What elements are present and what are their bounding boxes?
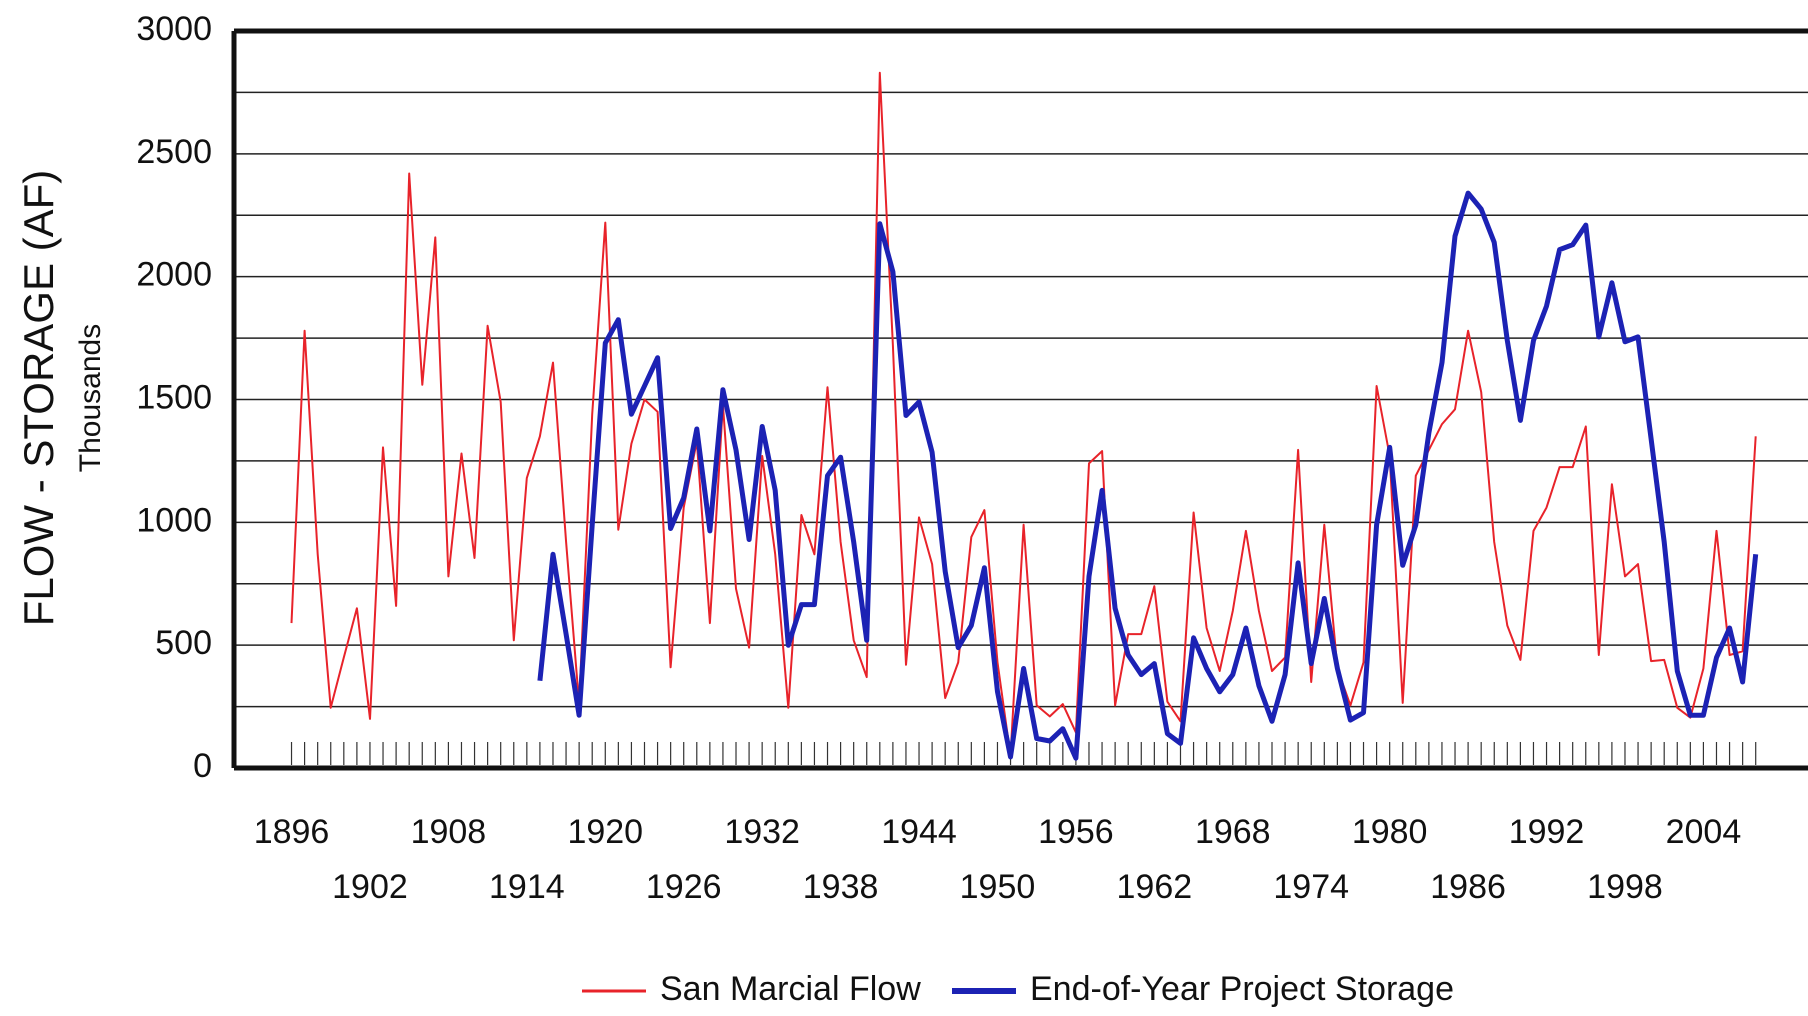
y-tick-label: 500: [155, 624, 212, 662]
x-tick-label: 1902: [332, 868, 408, 906]
x-tick-label: 1998: [1587, 868, 1663, 906]
x-tick-label: 1980: [1352, 813, 1428, 851]
x-tick-label: 1986: [1430, 868, 1506, 906]
y-tick-label: 1500: [136, 378, 212, 416]
x-tick-label: 1950: [960, 868, 1036, 906]
legend-label: San Marcial Flow: [660, 970, 921, 1008]
x-tick-label: 1908: [411, 813, 487, 851]
y-axis-label: FLOW - STORAGE (AF): [15, 170, 62, 627]
x-tick-label: 2004: [1666, 813, 1742, 851]
y-axis-sublabel: Thousands: [74, 324, 107, 472]
y-tick-label: 1000: [136, 501, 212, 539]
x-tick-label: 1962: [1117, 868, 1193, 906]
x-tick-label: 1974: [1273, 868, 1349, 906]
y-tick-label: 2500: [136, 133, 212, 171]
legend-label: End-of-Year Project Storage: [1030, 970, 1454, 1008]
series-line: [290, 71, 1757, 757]
x-tick-label: 1968: [1195, 813, 1271, 851]
y-tick-label: 2000: [136, 256, 212, 294]
x-tick-label: 1992: [1509, 813, 1585, 851]
x-tick-label: 1932: [724, 813, 800, 851]
x-tick-label: 1944: [881, 813, 957, 851]
x-tick-label: 1956: [1038, 813, 1114, 851]
x-tick-label: 1896: [254, 813, 330, 851]
x-tick-label: 1914: [489, 868, 565, 906]
y-tick-label: 3000: [136, 10, 212, 48]
series-line: [537, 190, 1759, 761]
y-tick-label: 0: [193, 747, 212, 785]
x-tick-label: 1920: [567, 813, 643, 851]
x-tick-label: 1938: [803, 868, 879, 906]
x-tick-label: 1926: [646, 868, 722, 906]
